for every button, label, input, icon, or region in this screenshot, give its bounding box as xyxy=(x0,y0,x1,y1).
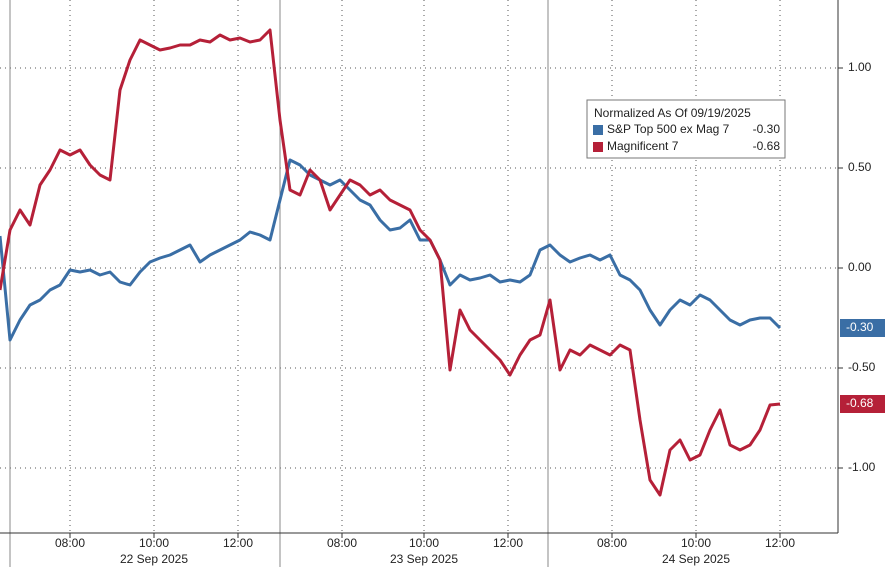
x-tick-label: 08:00 xyxy=(55,536,85,550)
y-tick-label: -1.00 xyxy=(848,460,876,474)
legend-title: Normalized As Of 09/19/2025 xyxy=(594,106,751,120)
x-tick-label: 10:00 xyxy=(139,536,169,550)
last-value-label: -0.30 xyxy=(846,320,874,334)
legend-label: Magnificent 7 xyxy=(607,139,679,153)
x-tick-label: 10:00 xyxy=(409,536,439,550)
y-tick-label: -0.50 xyxy=(848,360,876,374)
line-series xyxy=(0,158,782,342)
y-tick-label: 0.00 xyxy=(848,260,872,274)
x-tick-label: 12:00 xyxy=(493,536,523,550)
legend-swatch xyxy=(593,142,603,152)
last-value-tag: -0.68 xyxy=(840,395,885,413)
legend-value: -0.68 xyxy=(753,139,781,153)
x-tick-label: 08:00 xyxy=(327,536,357,550)
legend-value: -0.30 xyxy=(753,122,781,136)
date-label: 22 Sep 2025 xyxy=(120,552,188,566)
last-value-box xyxy=(840,319,885,337)
x-tick-label: 10:00 xyxy=(681,536,711,550)
x-tick-label: 12:00 xyxy=(223,536,253,550)
date-label: 24 Sep 2025 xyxy=(662,552,730,566)
x-tick-label: 08:00 xyxy=(597,536,627,550)
line-series xyxy=(0,28,781,497)
legend-box xyxy=(586,99,786,159)
legend: Normalized As Of 09/19/2025 S&P Top 500 e… xyxy=(586,99,786,159)
x-tick-label: 12:00 xyxy=(765,536,795,550)
y-tick-label: 1.00 xyxy=(848,60,872,74)
legend-label: S&P Top 500 ex Mag 7 xyxy=(607,122,730,136)
last-value-tag: -0.30 xyxy=(840,319,885,337)
legend-swatch xyxy=(593,125,603,135)
last-value-label: -0.68 xyxy=(846,396,874,410)
y-tick-label: 0.50 xyxy=(848,160,872,174)
date-label: 23 Sep 2025 xyxy=(390,552,458,566)
last-value-box xyxy=(840,395,885,413)
